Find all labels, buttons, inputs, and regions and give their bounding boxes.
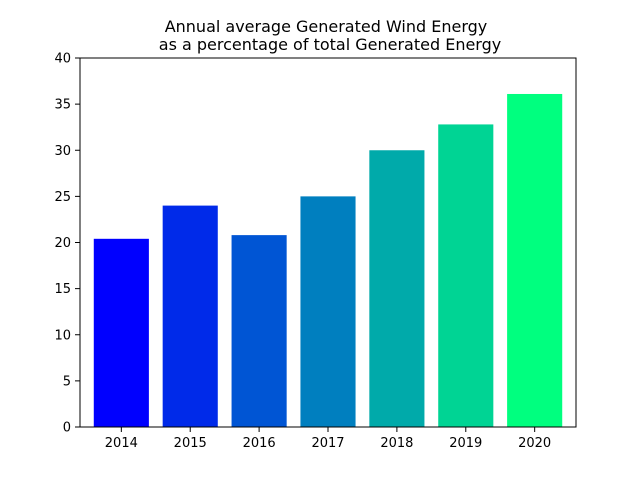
y-tick-label: 10 [54,328,71,343]
chart-title-line-2: as a percentage of total Generated Energ… [159,35,501,54]
bar-2016 [231,235,287,427]
y-tick-label: 35 [54,98,71,113]
bar-2014 [93,238,149,427]
y-tick-label: 30 [54,144,71,159]
x-tick-label-2017: 2017 [311,436,344,451]
x-tick-label-2016: 2016 [243,436,276,451]
bar-2018 [369,150,425,427]
x-tick-label-2014: 2014 [105,436,138,451]
bar-2017 [300,196,356,427]
y-tick-label: 0 [63,421,71,436]
chart-title: Annual average Generated Wind Energy as … [159,17,501,54]
y-tick-label: 15 [54,282,71,297]
bars [93,93,563,428]
y-tick-label: 20 [54,236,71,251]
y-tick-label: 5 [63,374,71,389]
x-tick-label-2020: 2020 [518,436,551,451]
x-tick-label-2019: 2019 [449,436,482,451]
y-tick-label: 40 [54,52,71,67]
y-tick-label: 25 [54,190,71,205]
x-axis: 2014 2015 2016 2017 2018 2019 2020 [105,427,551,451]
bar-2020 [507,93,563,427]
x-tick-label-2015: 2015 [174,436,207,451]
bar-2015 [162,205,218,427]
bar-2019 [438,124,494,428]
plot-frame [79,57,577,428]
chart-title-line-1: Annual average Generated Wind Energy [165,17,488,36]
y-axis: 0 5 10 15 20 25 30 35 40 [54,52,80,436]
x-tick-label-2018: 2018 [380,436,413,451]
